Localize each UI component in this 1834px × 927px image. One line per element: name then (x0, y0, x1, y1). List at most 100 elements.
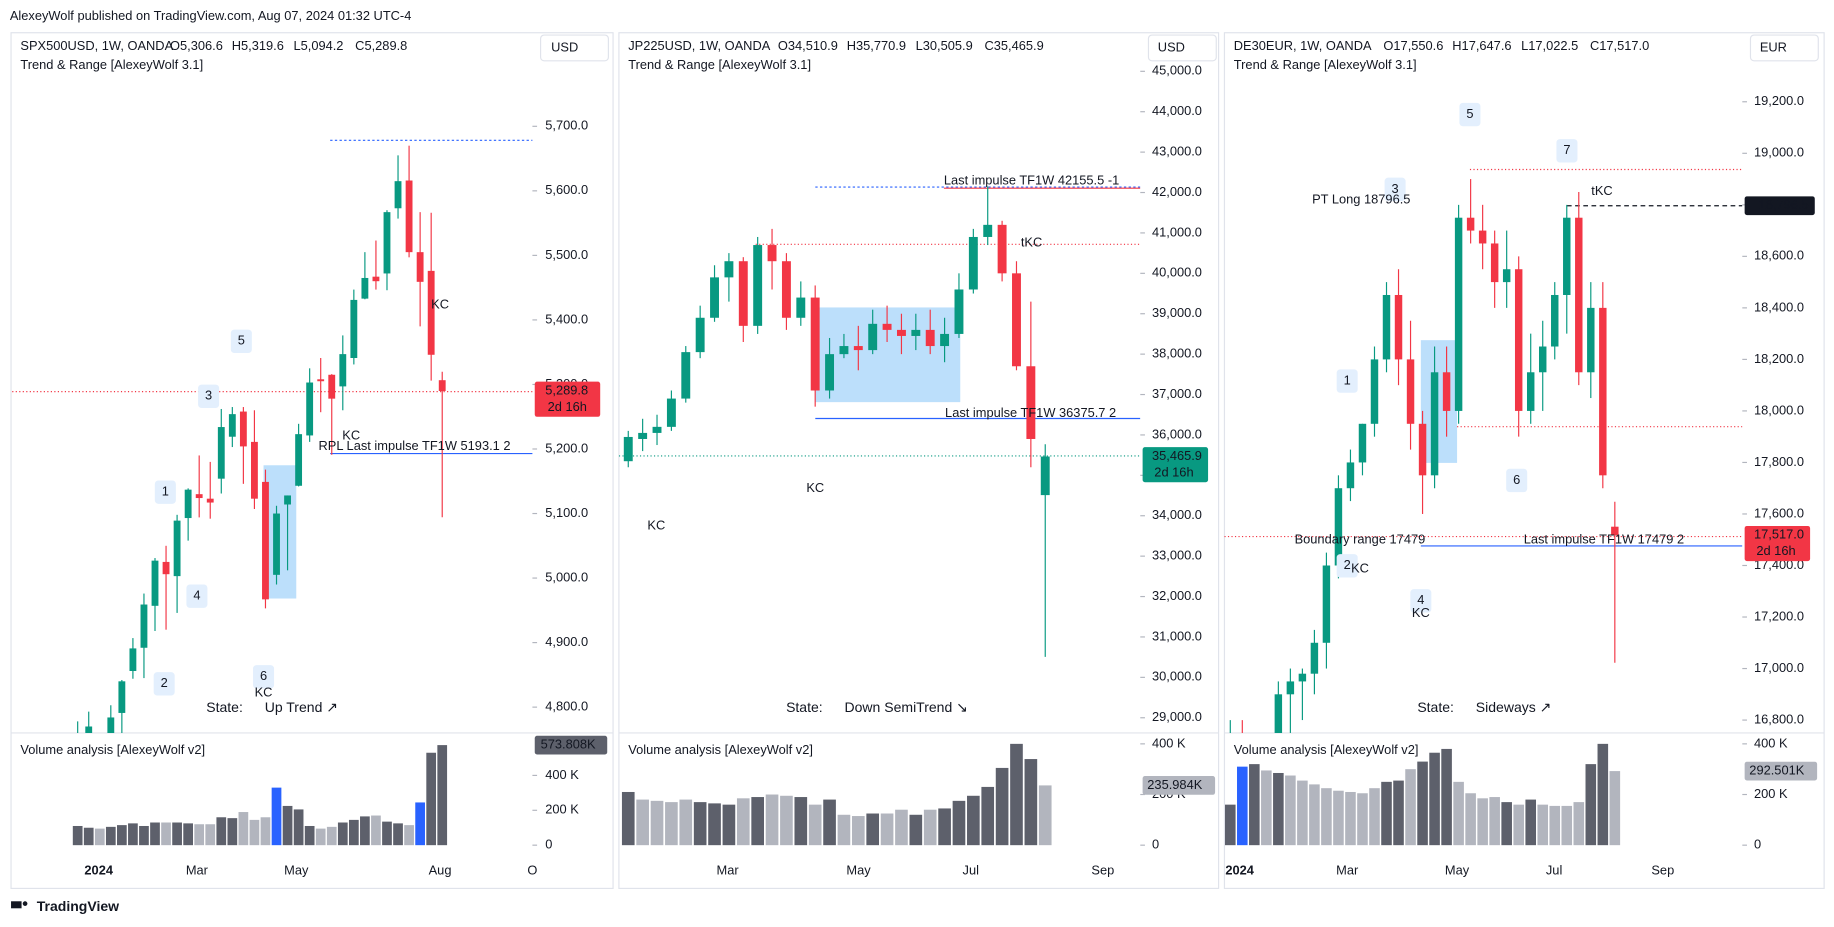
candle-body (1026, 366, 1036, 439)
volume-bar (1561, 805, 1573, 846)
volume-bar (895, 809, 908, 846)
y-tick-label: 32,000.0 (1152, 588, 1202, 603)
volume-bar (72, 825, 83, 846)
candle-body (853, 346, 863, 351)
candle-body (173, 520, 181, 577)
x-axis-label: Aug (429, 862, 452, 877)
annotation: RPL Last impulse TF1W 5193.1 2 (318, 438, 510, 453)
candle-body (1466, 217, 1475, 231)
annotation: 4 (193, 588, 200, 603)
x-axis-label: May (1445, 862, 1470, 877)
last-price: 5,289.8 (545, 382, 588, 397)
candle-body (1334, 488, 1343, 566)
volume-bar (337, 822, 348, 846)
candle-body (217, 427, 225, 479)
volume-bar (1597, 743, 1609, 846)
volume-bar (360, 816, 370, 846)
candle-body (1514, 269, 1523, 411)
volume-bar (194, 824, 205, 846)
y-tick-label: 39,000.0 (1152, 305, 1202, 320)
candle-body (383, 212, 391, 274)
indicator-name: Trend & Range [AlexeyWolf 3.1] (1234, 57, 1417, 72)
volume-bar (1024, 759, 1038, 846)
annotation: tKC (1591, 183, 1612, 198)
volume-bar (1525, 799, 1537, 846)
candle-body (350, 299, 358, 358)
wave-badge (154, 480, 176, 504)
currency[interactable]: USD (1158, 39, 1185, 54)
volume-bar (1477, 798, 1488, 846)
volume-bar (952, 800, 966, 846)
volume-bar (765, 794, 779, 846)
x-axis-label: Jul (963, 862, 979, 877)
candle-body (140, 604, 148, 648)
candle-body (796, 297, 806, 318)
annotation: KC (1351, 561, 1369, 576)
candle-body (284, 495, 291, 505)
annotation: 6 (1513, 472, 1520, 487)
candle-body (681, 352, 691, 399)
wave-badge (230, 329, 252, 354)
volume-bar (205, 824, 216, 846)
currency-box (540, 34, 609, 62)
candle-body (1394, 294, 1403, 360)
x-axis-label: Jul (1546, 862, 1562, 877)
volume-tick-label: 0 (1754, 837, 1761, 852)
last-price-box (1142, 447, 1209, 483)
candle-body (151, 560, 159, 606)
volume-bar (94, 828, 105, 846)
ohlc-value: C35,465.9 (984, 38, 1043, 53)
volume-bar (1345, 791, 1356, 846)
currency-box (1147, 34, 1217, 62)
annotation: 2 (161, 675, 168, 690)
symbol-title: DE30EUR, 1W, OANDA (1234, 38, 1372, 53)
currency[interactable]: EUR (1760, 39, 1787, 54)
y-tick-label: 29,000.0 (1152, 709, 1202, 724)
y-tick-label: 41,000.0 (1152, 224, 1202, 239)
annotation: KC (255, 685, 273, 700)
tv-logo (11, 901, 28, 909)
candle-body (1274, 694, 1283, 733)
candle-body (1454, 217, 1463, 411)
x-axis-label: Sep (1091, 862, 1114, 877)
annotation: KC (806, 480, 824, 495)
volume-bar (621, 791, 635, 846)
volume-bar (315, 828, 326, 846)
volume-bar (371, 815, 381, 846)
candle-body (129, 648, 137, 671)
wave-badge (186, 584, 208, 608)
wave-badge (1384, 177, 1406, 202)
candle-body (228, 414, 236, 437)
volume-bar (1297, 780, 1308, 846)
y-tick-label: 19,200.0 (1754, 93, 1804, 108)
annotation: Sideways ↗ (1476, 699, 1552, 715)
volume-bar (1357, 793, 1368, 846)
volume-bar (216, 817, 227, 846)
countdown: 2d 16h (1154, 464, 1193, 479)
candle-body (273, 513, 280, 575)
volume-bar (326, 826, 337, 846)
candle-body (1358, 423, 1367, 463)
y-tick-label: 34,000.0 (1152, 507, 1202, 522)
candle-body (925, 329, 935, 347)
candle-body (868, 323, 878, 351)
ohlc-value: O17,550.6 (1383, 38, 1443, 53)
footer-brand: TradingView (37, 898, 119, 914)
annotation: KC (431, 296, 449, 311)
volume-bar (304, 825, 315, 846)
candle-body (911, 329, 921, 336)
last-price-box (534, 381, 601, 417)
volume-bar (1249, 764, 1260, 846)
candle-body (940, 333, 950, 347)
volume-tick-label: 0 (1152, 837, 1159, 852)
price-plot (1224, 168, 1743, 733)
x-axis-label: Mar (717, 862, 740, 877)
currency[interactable]: USD (551, 39, 578, 54)
countdown: 2d 16h (1756, 543, 1795, 558)
x-axis-label: May (846, 862, 871, 877)
volume-bar (1285, 775, 1296, 846)
ohlc-value: O5,306.6 (170, 38, 223, 53)
range-box (815, 307, 961, 403)
candle-body (724, 261, 734, 278)
volume-bar (938, 808, 951, 846)
